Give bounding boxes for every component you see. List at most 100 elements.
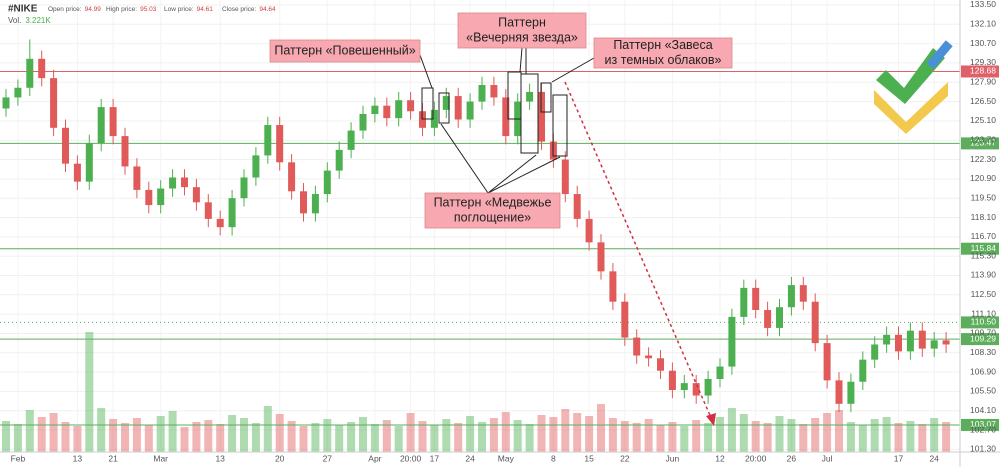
ohlc-label: Low price: [164,6,194,13]
volume-bar [692,420,701,452]
price-tag [961,137,999,150]
y-tick-label: 104.10 [970,405,996,415]
y-tick-label: 119.50 [971,192,997,202]
volume-bar [585,416,594,452]
volume-bar [13,424,22,452]
x-tick-label: Feb [11,453,26,463]
y-tick-label: 112.50 [971,289,997,299]
volume-bar [287,421,296,452]
candle-body [478,85,486,102]
volume-bar [787,419,796,452]
y-tick-label: 101.30 [970,444,996,454]
candle-body [145,189,153,206]
x-tick-label: 13 [73,453,83,463]
candle-body [442,96,450,110]
grid [0,0,960,452]
y-tick-label: 133.50 [970,0,996,9]
candle-body [264,125,272,156]
y-tick-label: 125.10 [970,115,996,125]
x-tick-label: 12 [715,453,725,463]
candle-body [871,344,879,360]
candle-body [240,177,248,199]
candle-body [906,330,914,352]
candle-body [204,202,212,219]
candle-body [395,100,403,119]
candle-body [181,177,188,188]
volume-bar [489,418,498,452]
y-tick-label: 120.90 [970,173,996,183]
candle-body [97,107,105,143]
annotation-box [593,37,733,69]
volume [2,332,951,452]
candle-body [347,130,355,150]
candle-body [538,91,545,142]
candle-body [716,366,724,379]
candle-body [752,287,760,310]
y-tick-label: 105.50 [970,386,996,396]
volume-bar [335,425,344,452]
annotation-text: поглощение» [454,210,531,224]
ohlc-value: 95.03 [140,6,157,13]
y-tick-label: 106.90 [970,366,996,376]
volume-bar [704,423,713,452]
y-tick-label: 108.30 [970,347,996,357]
candle-body [26,58,34,88]
ohlc-info: Open price: 94.99 [48,6,101,13]
volume-bar [2,421,10,452]
candle-body [680,383,688,391]
volume-bar [513,420,522,452]
candle-body [419,111,426,128]
candle-body [597,242,605,272]
price-tag-label: 109.29 [970,333,996,343]
volume-bar [168,411,177,452]
ohlc-info: High price: 95.03 [106,6,157,13]
x-tick-label: Apr [368,453,381,463]
y-tick-label: 126.50 [970,96,996,106]
candle-body [526,91,534,102]
candle-body [657,358,664,371]
x-tick-label: 27 [323,453,333,463]
volume-info: Vol. 3.221K [8,16,51,25]
candle-body [918,330,926,349]
volume-bar [418,421,427,452]
candle-body [371,105,379,114]
candle-body [109,107,117,137]
candle-body [359,113,367,131]
x-tick-label: 24 [465,453,475,463]
y-tick-label: 129.30 [970,57,996,67]
ohlc-value: 94.64 [259,6,276,13]
volume-bar [156,416,165,452]
candle-body [645,355,653,359]
x-tick-label: 17 [430,453,440,463]
candle-body [300,191,307,214]
y-tick-label: 132.10 [970,19,996,29]
candle-body [133,166,141,190]
candle-body [288,162,296,192]
volume-bar [406,413,415,452]
annotations: Паттерн «Повешенный» Паттерн«Вечерняя зве… [269,12,733,229]
levels: 128.68 123.47 115.84 109.29 103.07 110.50 [0,65,999,431]
volume-bar [359,417,367,452]
volume-bar [811,418,820,452]
volume-bar [930,418,939,452]
volume-bar [228,415,237,452]
pattern-frames [419,47,595,194]
candle-body [2,97,10,109]
annotation-text: из темных облаков» [605,53,722,67]
annotation-text: Паттерн «Медвежье [434,195,552,209]
volume-bar [501,412,510,452]
volume-bar [370,424,379,452]
candle-body [62,127,69,164]
volume-bar [882,417,891,452]
candle-body [573,194,581,219]
x-tick-label: 17 [894,453,904,463]
trend-arrow [564,81,713,421]
candle-body [192,187,200,203]
volume-bar [763,423,772,452]
candle-body [252,155,260,178]
volume-bar [918,424,927,452]
candle-body [811,301,819,344]
volume-bar [835,410,843,452]
